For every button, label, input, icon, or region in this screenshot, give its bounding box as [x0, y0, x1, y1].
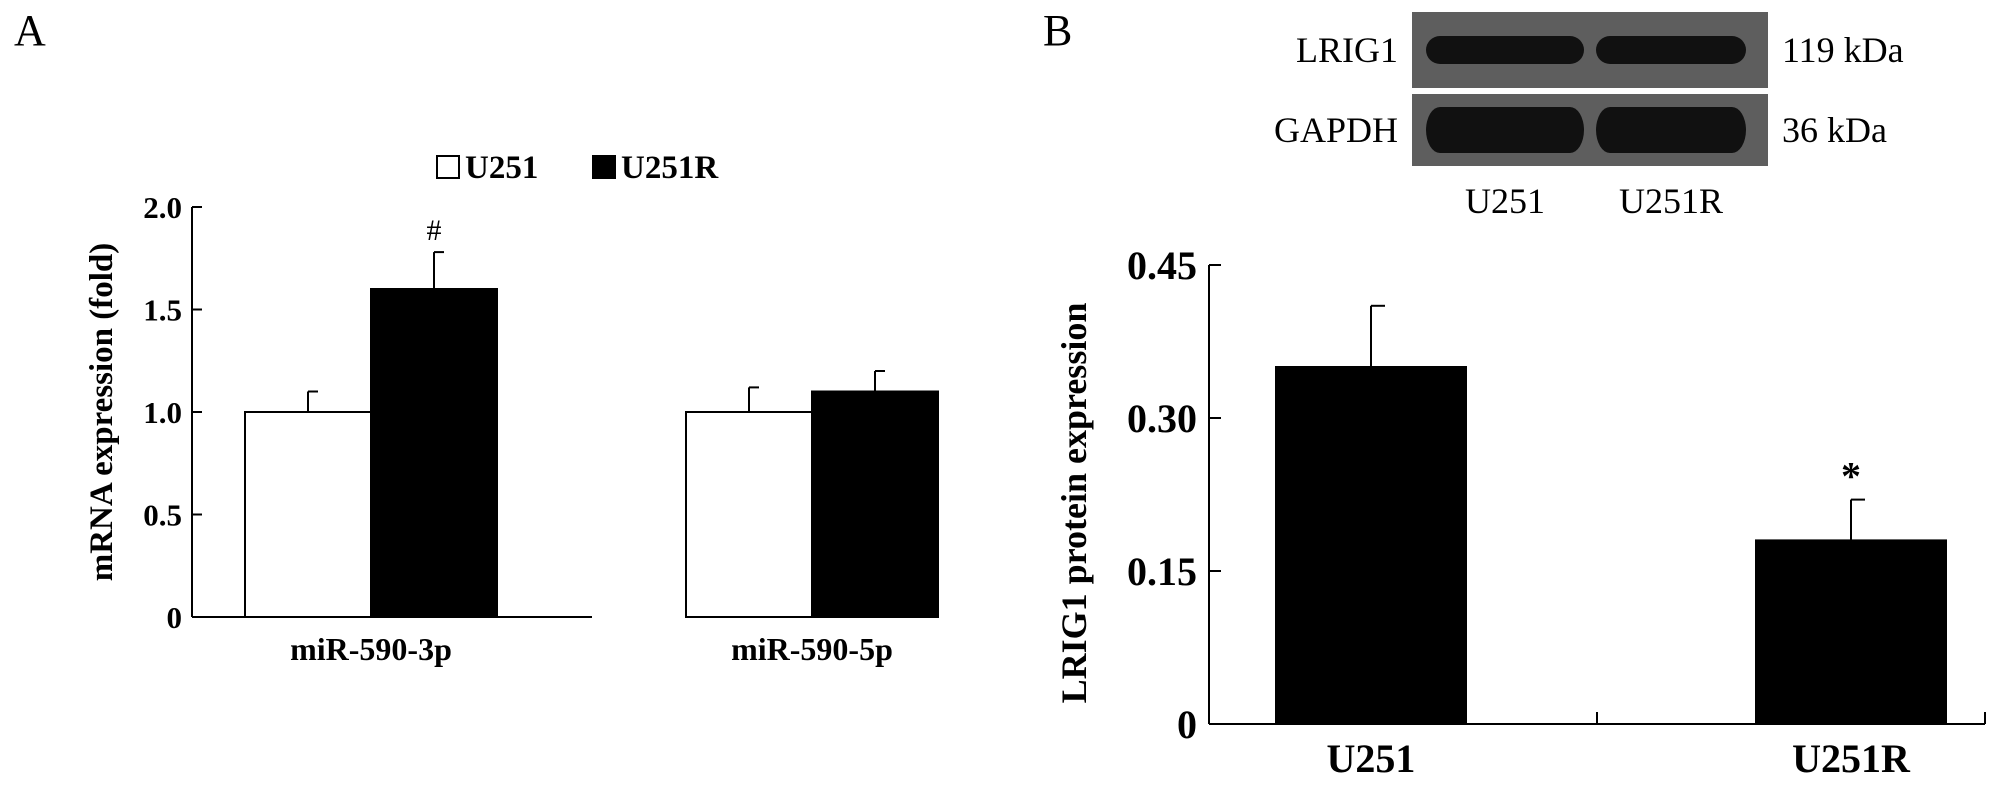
panel-a-label: A: [14, 6, 46, 55]
chart-a: 0 0.5 1.0 1.5 2.0 miR-590-3p miR-590-5p # U251 U2…: [84, 150, 939, 667]
bar: [370, 288, 498, 618]
y-tick-label: 0: [1177, 702, 1197, 747]
blot-lane-label: U251R: [1619, 181, 1723, 221]
bar: [811, 390, 939, 618]
legend-swatch: [592, 155, 616, 179]
y-tick-label: 2.0: [143, 190, 182, 225]
chart-b: 0 0.15 0.30 0.45 U251 U251R * LRIG1 protein exp…: [1054, 243, 1986, 781]
legend-swatch: [436, 155, 460, 179]
blot-size-label: 119 kDa: [1782, 30, 1904, 70]
y-axis-label: mRNA expression (fold): [84, 243, 120, 582]
blot-protein-label: LRIG1: [1296, 30, 1398, 70]
y-tick-label: 0.30: [1127, 396, 1197, 441]
blot-band: [1426, 36, 1584, 64]
bar: [685, 411, 813, 618]
y-axis-label: LRIG1 protein expression: [1054, 303, 1094, 704]
x-tick-label: miR-590-5p: [731, 631, 893, 667]
y-tick-label: 0: [167, 600, 183, 635]
y-tick-label: 0.15: [1127, 549, 1197, 594]
x-tick-label: U251: [1327, 736, 1416, 781]
x-tick-label: U251R: [1792, 736, 1911, 781]
y-tick-label: 0.5: [143, 498, 182, 533]
blot-band: [1596, 36, 1746, 64]
blot-band: [1596, 107, 1746, 153]
x-tick-label: miR-590-3p: [290, 631, 452, 667]
y-tick-label: 0.45: [1127, 243, 1197, 288]
significance-mark: *: [1841, 454, 1861, 499]
blot-protein-label: GAPDH: [1274, 110, 1398, 150]
y-tick-label: 1.5: [143, 293, 182, 328]
blot-size-label: 36 kDa: [1782, 110, 1887, 150]
legend-label: U251: [465, 150, 538, 186]
significance-mark: #: [427, 214, 442, 247]
western-blot: LRIG1 119 kDa GAPDH 36 kDa U251 U251R: [1274, 8, 1904, 221]
bar: [244, 411, 372, 618]
blot-band: [1426, 107, 1584, 153]
blot-lane-label: U251: [1465, 181, 1545, 221]
legend-label: U251R: [621, 150, 719, 186]
bar: [1275, 366, 1467, 725]
y-tick-label: 1.0: [143, 395, 182, 430]
panel-b-label: B: [1043, 6, 1072, 55]
bar: [1755, 539, 1947, 726]
